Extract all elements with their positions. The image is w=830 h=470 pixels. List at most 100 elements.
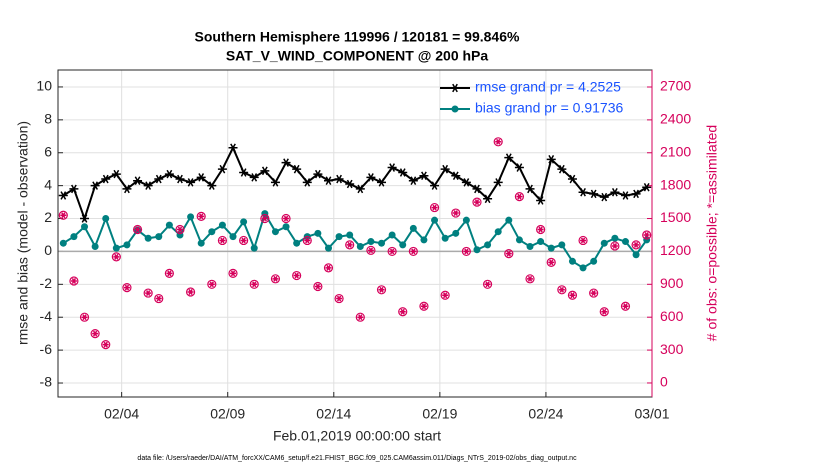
marker-asterisk: [633, 241, 640, 248]
data-point: [546, 257, 556, 267]
data-point: [324, 244, 332, 252]
data-point: [557, 164, 567, 174]
marker-asterisk: [251, 281, 258, 288]
data-point: [217, 164, 227, 174]
data-point: [249, 279, 259, 289]
data-point: [451, 171, 461, 181]
data-point: [356, 242, 364, 250]
marker-asterisk: [601, 308, 608, 315]
data-point: [270, 178, 280, 187]
data-point: [525, 274, 535, 284]
marker-asterisk: [198, 213, 205, 220]
chart-title: Southern Hemisphere 119996 / 120181 = 99…: [195, 29, 520, 45]
data-point: [483, 194, 493, 204]
marker-asterisk: [70, 278, 77, 284]
y2-tick-label: 600: [660, 308, 684, 324]
marker-circle: [302, 235, 312, 246]
data-point: [472, 197, 482, 207]
data-point: [590, 257, 598, 265]
data-point: [525, 184, 535, 194]
marker-circle: [440, 290, 450, 300]
data-point: [494, 228, 502, 236]
data-point: [249, 173, 259, 182]
marker-circle: [408, 246, 418, 257]
data-point: [132, 224, 143, 235]
marker-asterisk: [537, 226, 544, 233]
data-point: [345, 179, 355, 189]
data-point: [408, 176, 418, 185]
data-point: [281, 158, 291, 167]
data-point: [346, 231, 354, 239]
marker-asterisk: [378, 286, 385, 293]
data-point: [473, 246, 481, 254]
y-tick-label: 6: [44, 143, 52, 159]
marker-circle: [620, 301, 631, 311]
data-point: [282, 223, 290, 231]
y2-tick-label: 2100: [660, 143, 691, 159]
data-point: [69, 184, 79, 194]
marker-asterisk: [123, 284, 130, 291]
marker-circle: [111, 252, 121, 262]
marker-circle: [557, 285, 567, 295]
data-point: [196, 211, 206, 221]
marker-circle: [472, 197, 482, 207]
data-point: [419, 171, 429, 181]
x-tick-label: 03/01: [634, 406, 669, 422]
data-point: [218, 221, 226, 229]
marker-asterisk: [516, 193, 523, 200]
data-point: [79, 312, 90, 322]
data-point: [313, 169, 323, 179]
legend-marker: [451, 105, 459, 113]
data-point: [387, 163, 397, 172]
y2-tick-label: 1800: [660, 176, 691, 192]
marker-asterisk: [569, 292, 576, 299]
y2-axis-label: # of obs: o=possible; *=assimilated: [704, 125, 720, 341]
y-tick-label: 4: [44, 176, 52, 192]
marker-asterisk: [230, 270, 237, 277]
data-point: [429, 202, 440, 213]
data-point: [600, 239, 608, 247]
data-point: [302, 235, 312, 246]
marker-asterisk: [484, 281, 491, 288]
data-point: [207, 279, 217, 289]
marker-asterisk: [410, 248, 417, 255]
marker-asterisk: [505, 250, 512, 257]
data-point: [610, 187, 620, 197]
marker-asterisk: [399, 308, 406, 315]
data-point: [90, 181, 100, 190]
data-point: [398, 307, 408, 317]
data-point: [472, 184, 482, 194]
y2-tick-label: 300: [660, 341, 684, 357]
data-point: [461, 178, 471, 187]
data-point: [260, 166, 270, 176]
y-tick-label: 10: [36, 78, 52, 94]
marker-circle: [567, 290, 578, 300]
marker-circle: [270, 274, 281, 284]
marker-asterisk: [283, 215, 290, 222]
data-point: [239, 168, 249, 177]
data-point: [293, 239, 301, 247]
marker-asterisk: [389, 248, 396, 255]
marker-circle: [504, 249, 514, 259]
data-point: [58, 210, 68, 220]
marker-asterisk: [134, 226, 141, 233]
marker-circle: [482, 279, 493, 289]
data-point: [323, 263, 334, 273]
data-point: [536, 196, 546, 205]
data-point: [175, 224, 185, 235]
marker-asterisk: [261, 215, 268, 222]
x-axis-label: Feb.01,2019 00:00:00 start: [273, 428, 441, 444]
marker-asterisk: [187, 289, 194, 295]
y2-tick-label: 0: [660, 374, 668, 390]
data-point: [91, 242, 99, 250]
data-point: [377, 178, 387, 187]
data-point: [620, 191, 630, 200]
data-point: [81, 223, 89, 231]
marker-asterisk: [113, 253, 120, 260]
x-tick-label: 02/19: [422, 406, 457, 422]
marker-circle: [366, 245, 376, 255]
marker-asterisk: [357, 314, 364, 321]
marker-asterisk: [346, 241, 353, 248]
marker-asterisk: [145, 290, 152, 297]
